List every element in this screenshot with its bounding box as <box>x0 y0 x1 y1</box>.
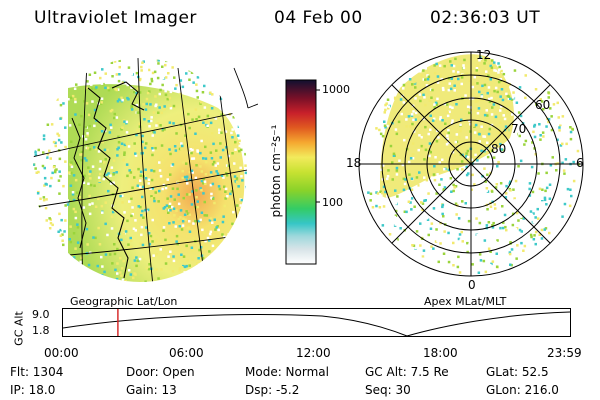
geographic-caption: Geographic Lat/Lon <box>70 295 178 308</box>
colorbar-tick-100: 100 <box>322 196 343 209</box>
intensity-colorbar <box>285 79 320 265</box>
info-gc-alt: GC Alt: 7.5 Re <box>365 365 449 379</box>
info-dsp: Dsp: -5.2 <box>245 383 300 397</box>
apex-caption: Apex MLat/MLT <box>424 295 507 308</box>
altitude-ylabel: GC Alt <box>12 311 26 346</box>
mlt-label-12: 12 <box>476 48 492 62</box>
lat-label-80: 80 <box>491 142 507 156</box>
lat-label-60: 60 <box>535 98 551 112</box>
lat-label-70: 70 <box>511 122 527 136</box>
time-tick-1800: 18:00 <box>423 346 458 360</box>
time-tick-0000: 00:00 <box>44 346 79 360</box>
geographic-image <box>33 58 258 282</box>
info-glat: GLat: 52.5 <box>486 365 549 379</box>
observation-date: 04 Feb 00 <box>274 8 363 28</box>
colorbar-unit-label: photon cm⁻²s⁻¹ <box>269 124 283 218</box>
altitude-plot <box>62 308 571 337</box>
colorbar-tick-1000: 1000 <box>322 83 350 96</box>
altitude-ytick-9: 9.0 <box>32 308 50 321</box>
info-gain: Gain: 13 <box>126 383 177 397</box>
info-flight: Flt: 1304 <box>10 365 64 379</box>
time-tick-2359: 23:59 <box>547 346 582 360</box>
instrument-title: Ultraviolet Imager <box>34 8 197 28</box>
time-tick-1200: 12:00 <box>296 346 331 360</box>
mlt-label-18: 18 <box>346 156 362 170</box>
info-glon: GLon: 216.0 <box>486 383 559 397</box>
info-ip: IP: 18.0 <box>10 383 56 397</box>
polar-mlt-image <box>358 51 584 277</box>
info-mode: Mode: Normal <box>245 365 329 379</box>
info-seq: Seq: 30 <box>365 383 411 397</box>
time-tick-0600: 06:00 <box>169 346 204 360</box>
mlt-label-0: 0 <box>468 278 476 292</box>
mlt-label-6: 6 <box>576 156 584 170</box>
observation-time: 02:36:03 UT <box>430 8 541 28</box>
info-door: Door: Open <box>126 365 195 379</box>
altitude-ytick-1.8: 1.8 <box>32 324 50 337</box>
